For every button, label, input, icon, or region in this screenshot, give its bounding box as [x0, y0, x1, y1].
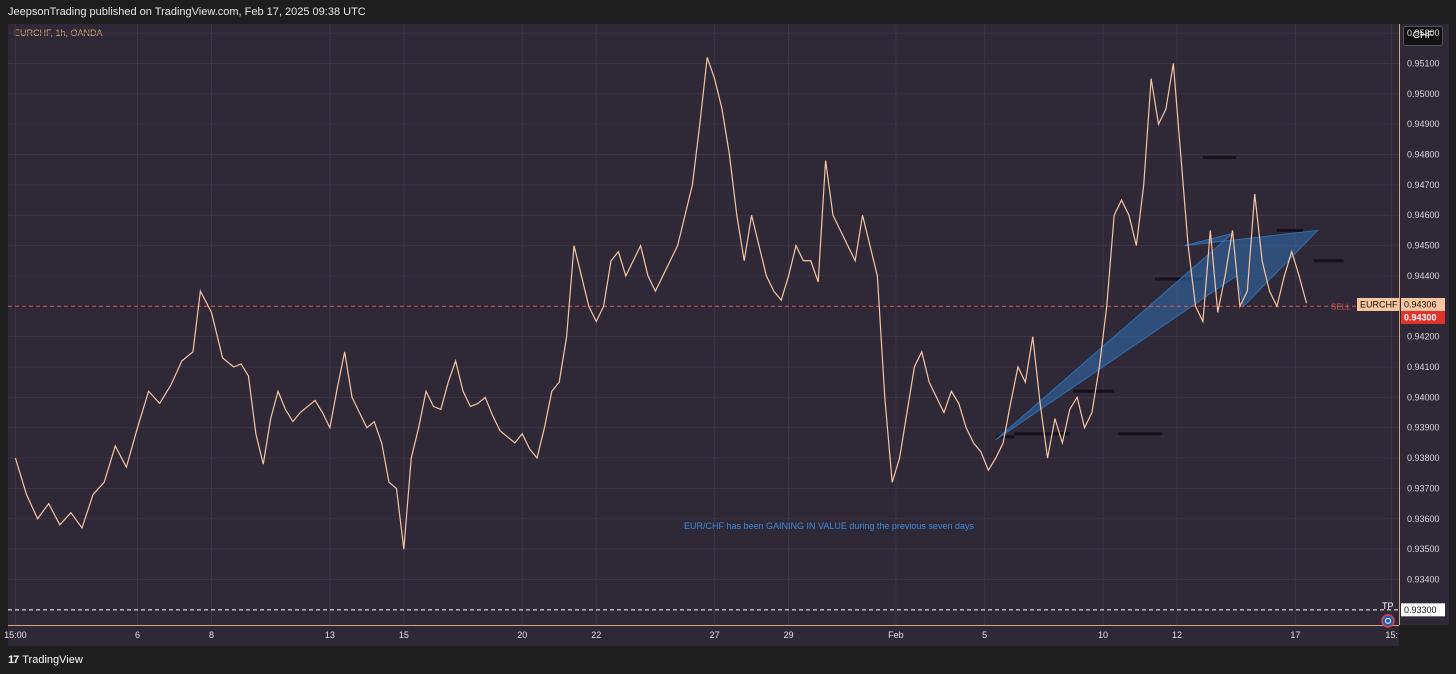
x-tick-label: 15:00: [4, 630, 27, 640]
globe-icon-center: [1385, 617, 1391, 624]
tp-price-tag: [1401, 603, 1445, 617]
x-tick-label: 15:: [1385, 630, 1398, 640]
y-tick-label: 0.93800: [1407, 453, 1440, 463]
right-gutter: [1449, 24, 1456, 646]
grid-lines: [8, 24, 1399, 625]
current-price-name: EURCHF: [1360, 299, 1398, 309]
x-tick-label: 12: [1172, 630, 1182, 640]
y-tick-label: 0.93700: [1407, 483, 1440, 493]
y-tick-label: 0.95000: [1407, 89, 1440, 99]
sell-price-value: 0.94300: [1404, 312, 1437, 322]
time-axis[interactable]: [8, 625, 1399, 647]
current-price-value: 0.94306: [1404, 299, 1437, 309]
x-tick-label: 27: [710, 630, 720, 640]
arrow-drawing: [995, 229, 1319, 441]
x-tick-label: 22: [591, 630, 601, 640]
publisher-text: JeepsonTrading published on TradingView.…: [8, 6, 366, 18]
x-tick-labels: 15:00 6 8 13 15 20 22 27 29 Feb 5 10 12 17 15:: [4, 630, 1398, 640]
x-tick-label: 10: [1098, 630, 1108, 640]
y-tick-label: 0.94400: [1407, 271, 1440, 281]
current-price-name-tag: [1357, 297, 1399, 311]
x-tick-label: 17: [1290, 630, 1300, 640]
x-tick-label: 13: [325, 630, 335, 640]
current-price-tag: [1401, 297, 1445, 311]
y-tick-label: 0.95200: [1407, 28, 1440, 38]
x-tick-label: 6: [135, 630, 140, 640]
publisher-header: JeepsonTrading published on TradingView.…: [0, 0, 1456, 24]
y-tick-label: 0.93600: [1407, 514, 1440, 524]
y-tick-label: 0.94000: [1407, 392, 1440, 402]
chart-annotation: EUR/CHF has been GAINING IN VALUE during…: [684, 521, 974, 531]
x-tick-label: 8: [209, 630, 214, 640]
sell-price-tag: [1401, 310, 1445, 324]
x-tick-label: 5: [982, 630, 987, 640]
y-tick-label: 0.94600: [1407, 210, 1440, 220]
y-tick-label: 0.93500: [1407, 544, 1440, 554]
tradingview-mark: 17: [8, 654, 19, 666]
globe-icon-ring: [1381, 614, 1395, 628]
x-tick-label: 15: [399, 630, 409, 640]
footer-bar: [0, 646, 1456, 674]
globe-icon: [1381, 614, 1395, 628]
price-series-line: [14, 57, 1308, 550]
y-tick-label: 0.93400: [1407, 574, 1440, 584]
currency-button[interactable]: CHF: [1403, 26, 1443, 46]
x-tick-label: 29: [784, 630, 794, 640]
price-axis[interactable]: [1399, 24, 1450, 625]
x-tick-label: Feb: [888, 630, 904, 640]
tp-level-label: TP: [1382, 601, 1394, 611]
tradingview-brand: TradingView: [22, 654, 83, 666]
y-tick-labels: 0.95200 0.95100 0.95000 0.94900 0.94800 0.947…: [1407, 28, 1440, 584]
x-tick-label: 20: [517, 630, 527, 640]
y-tick-label: 0.94200: [1407, 332, 1440, 342]
y-tick-label: 0.94500: [1407, 241, 1440, 251]
y-tick-label: 0.94800: [1407, 150, 1440, 160]
tradingview-logo[interactable]: 17 TradingView: [8, 653, 83, 667]
y-tick-label: 0.94100: [1407, 362, 1440, 372]
y-tick-label: 0.94900: [1407, 119, 1440, 129]
tp-price-value: 0.93300: [1404, 605, 1437, 615]
y-tick-label: 0.95100: [1407, 58, 1440, 68]
sell-level-label: SELL: [1331, 302, 1351, 311]
y-tick-label: 0.94700: [1407, 180, 1440, 190]
y-tick-label: 0.93900: [1407, 423, 1440, 433]
